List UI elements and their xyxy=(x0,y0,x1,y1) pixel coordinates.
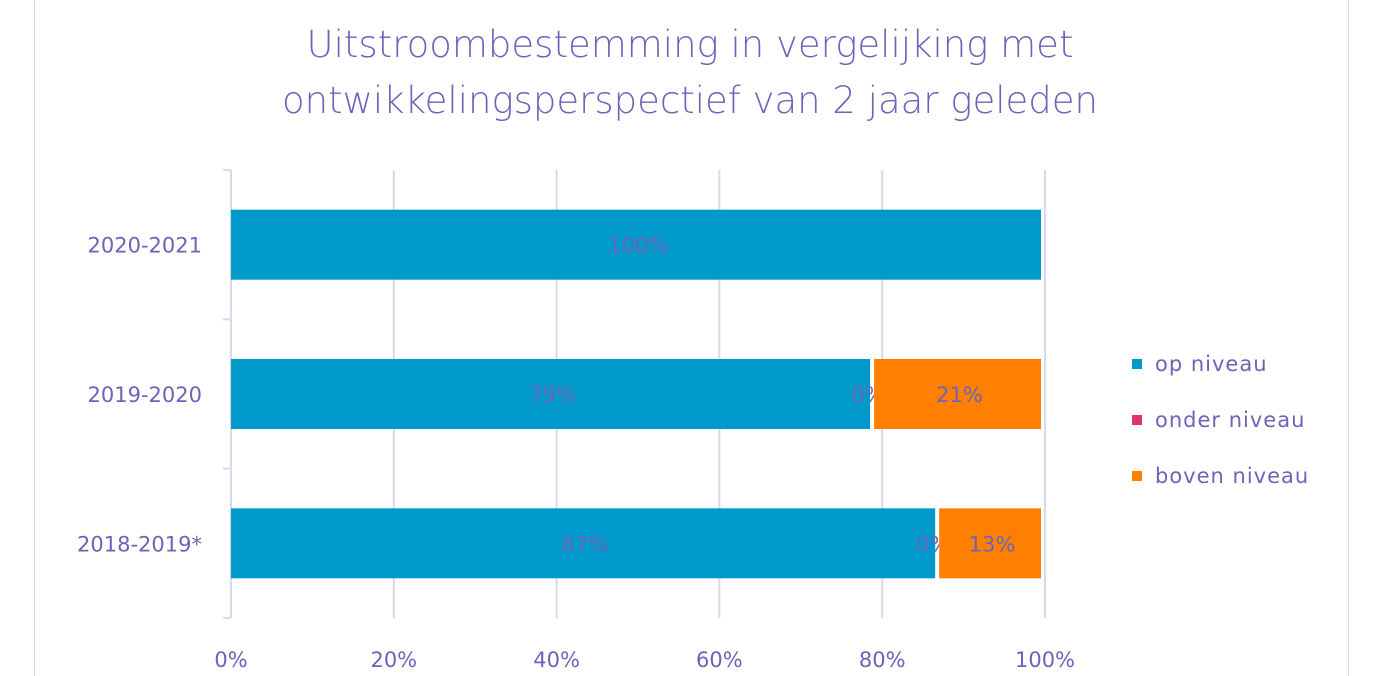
legend: op niveau onder niveau boven niveau xyxy=(1132,336,1309,504)
right-border xyxy=(1348,0,1349,676)
category-label-0: 2020-2021 xyxy=(88,234,202,258)
category-label-2: 2018-2019* xyxy=(77,532,202,556)
category-label-1: 2019-2020 xyxy=(88,383,202,407)
legend-item-onder-niveau: onder niveau xyxy=(1132,392,1309,448)
bar-2-1 xyxy=(874,359,1041,429)
data-label-0-2: 87% xyxy=(562,532,609,556)
x-tick-label-2: 40% xyxy=(533,648,580,672)
bar-0-0 xyxy=(231,209,1041,280)
chart-title-line-1: Uitstroombestemming in vergelijking met xyxy=(306,23,1074,66)
legend-item-op-niveau: op niveau xyxy=(1132,336,1309,392)
chart-title-line-2: ontwikkelingsperspectief van 2 jaar gele… xyxy=(282,79,1098,122)
legend-item-boven-niveau: boven niveau xyxy=(1132,448,1309,504)
x-tick-label-4: 80% xyxy=(859,648,906,672)
x-tick-label-1: 20% xyxy=(370,648,417,672)
data-label-2-2: 13% xyxy=(969,532,1016,556)
legend-label-boven-niveau: boven niveau xyxy=(1155,464,1310,488)
data-label-2-1: 21% xyxy=(936,383,983,407)
x-tick-label-5: 100% xyxy=(1015,648,1075,672)
data-label-0-0: 100% xyxy=(608,234,668,258)
left-border xyxy=(34,0,35,676)
legend-swatch-op-niveau xyxy=(1132,359,1142,369)
data-label-0-1: 79% xyxy=(529,383,576,407)
legend-label-onder-niveau: onder niveau xyxy=(1155,408,1306,432)
bar-2-2 xyxy=(939,508,1041,579)
x-tick-label-0: 0% xyxy=(214,648,247,672)
bar-0-2 xyxy=(231,508,936,579)
legend-swatch-onder-niveau xyxy=(1132,415,1142,425)
legend-label-op-niveau: op niveau xyxy=(1155,352,1268,376)
bar-0-1 xyxy=(231,359,871,429)
x-tick-label-3: 60% xyxy=(696,648,743,672)
legend-swatch-boven-niveau xyxy=(1132,471,1142,481)
